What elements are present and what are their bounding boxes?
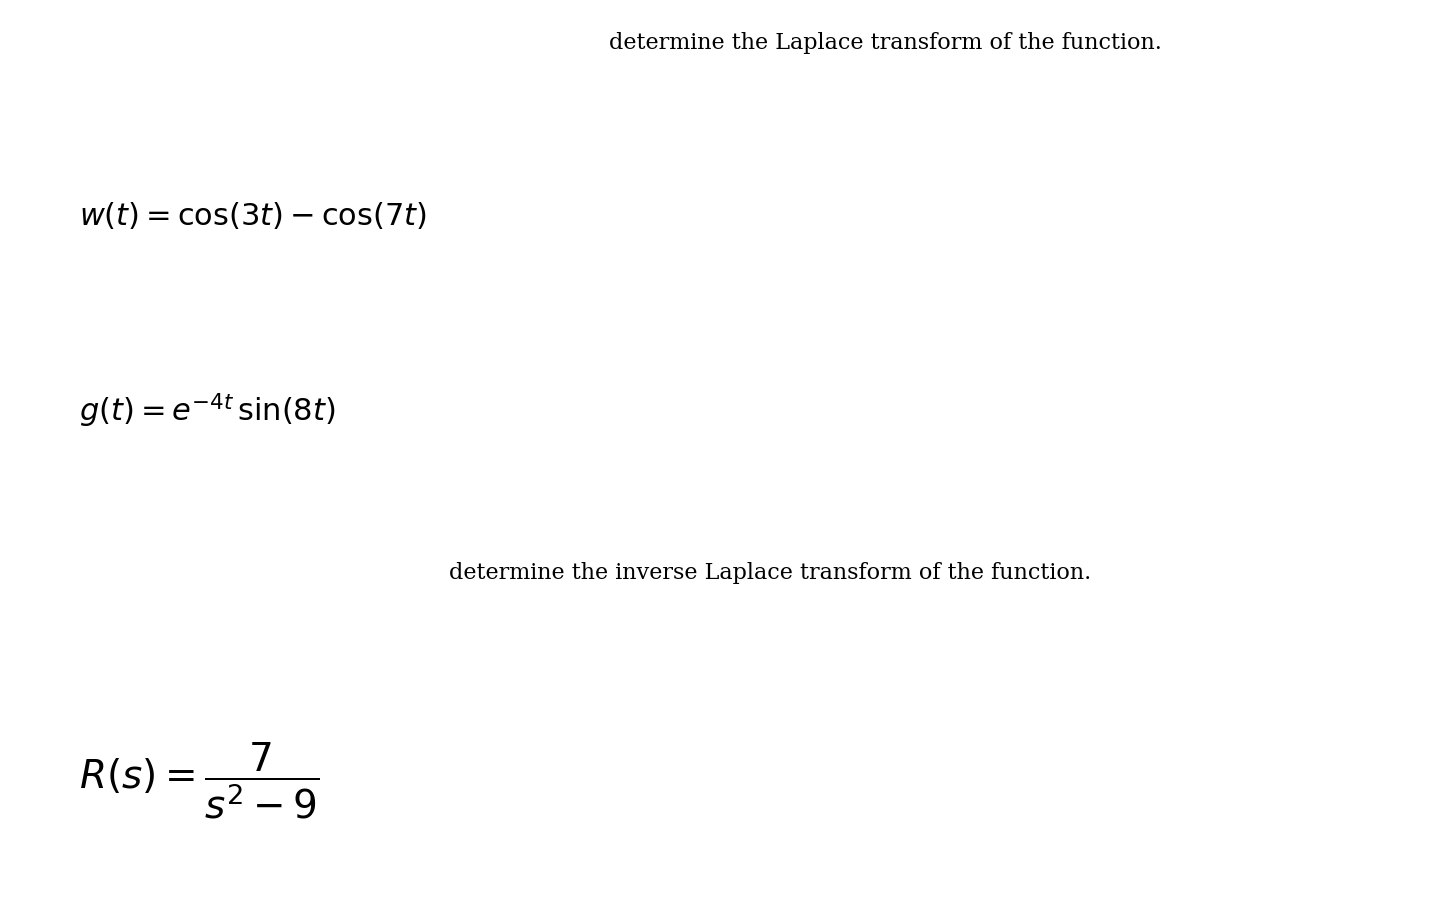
Text: determine the Laplace transform of the function.: determine the Laplace transform of the f…: [609, 32, 1162, 53]
Text: $w(t) = \cos(3t) - \cos(7t)$: $w(t) = \cos(3t) - \cos(7t)$: [79, 201, 428, 232]
Text: $g(t) = e^{-4t}\,\sin(8t)$: $g(t) = e^{-4t}\,\sin(8t)$: [79, 391, 336, 429]
Text: $R(s) = \dfrac{7}{s^2-9}$: $R(s) = \dfrac{7}{s^2-9}$: [79, 740, 320, 821]
Text: determine the inverse Laplace transform of the function.: determine the inverse Laplace transform …: [449, 562, 1092, 584]
